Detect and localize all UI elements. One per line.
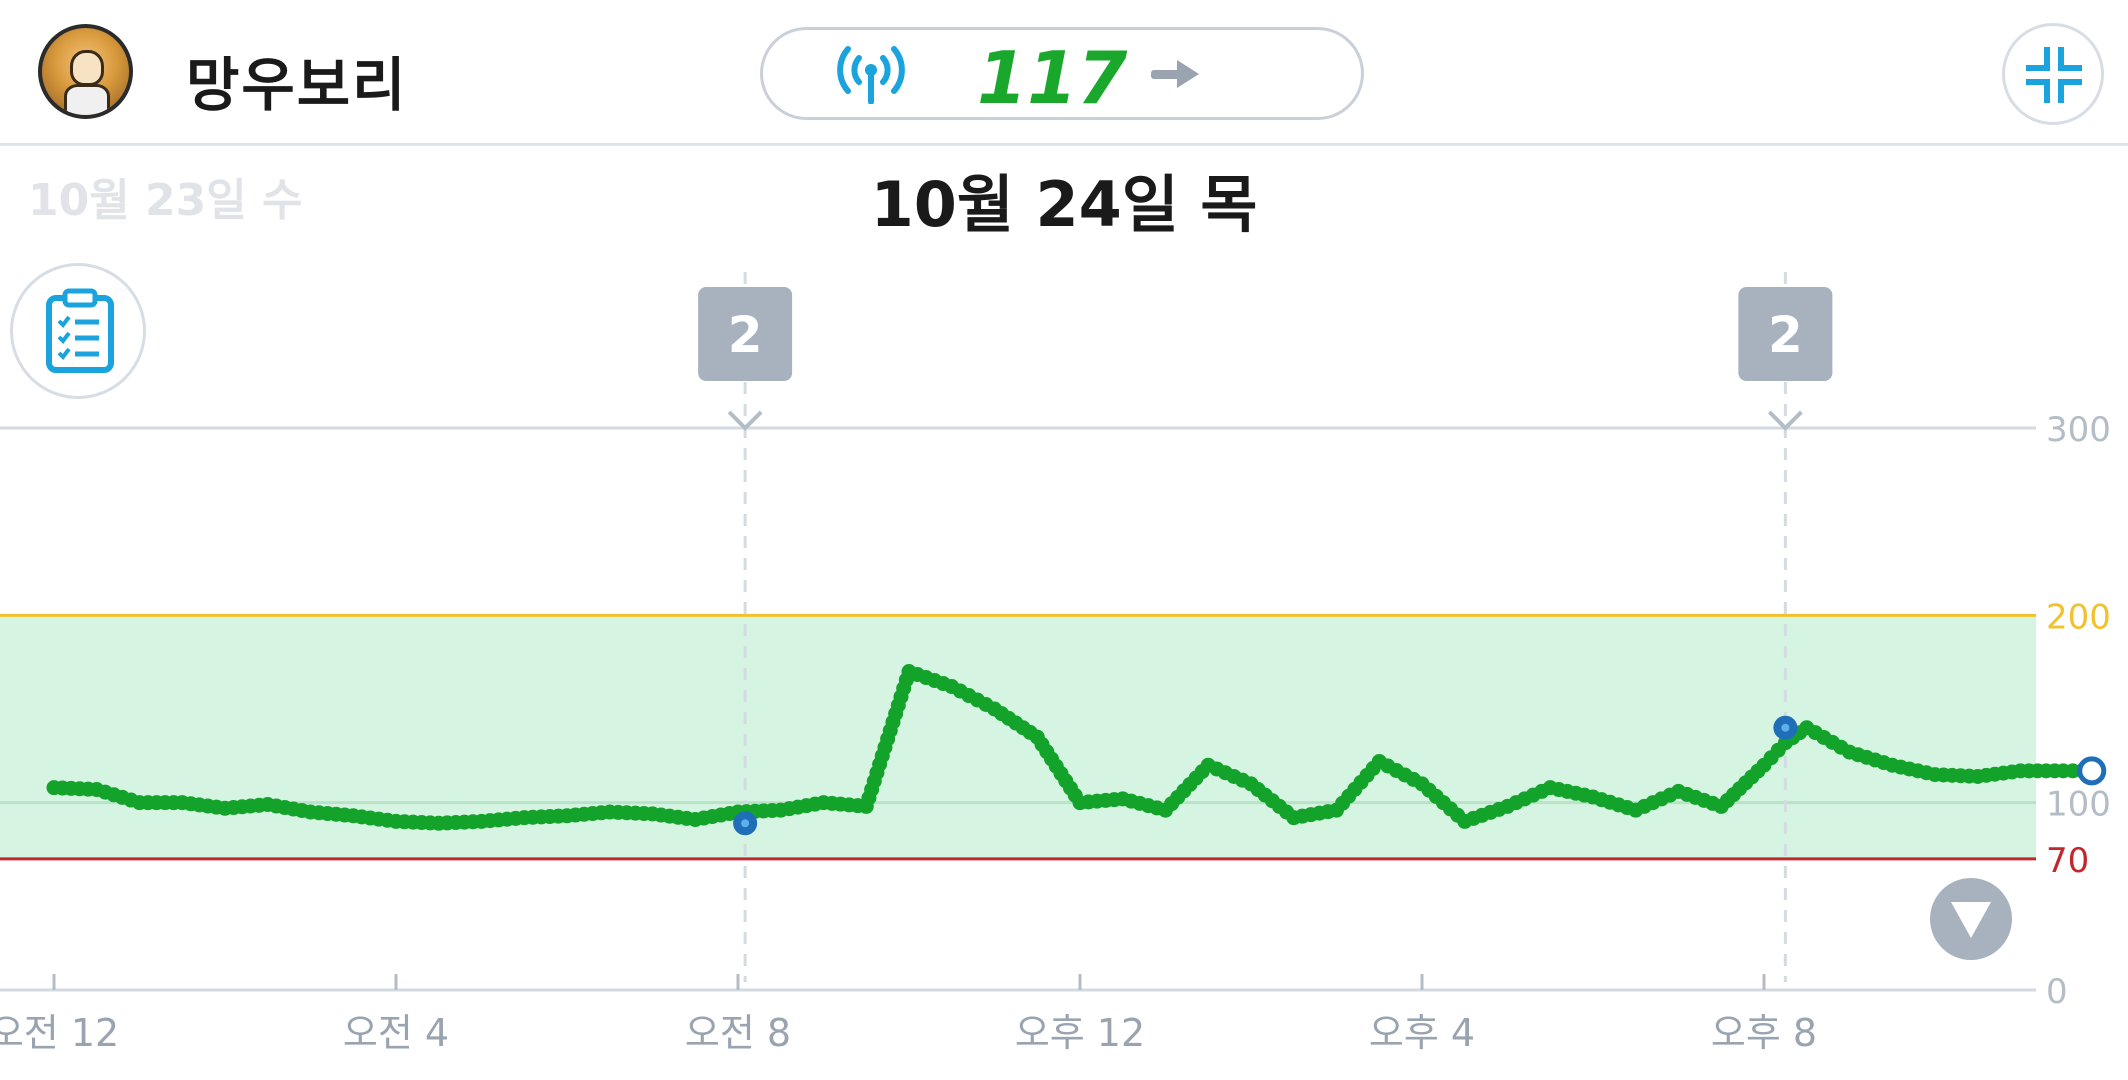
x-tick-label: 오후 12	[1015, 1011, 1145, 1055]
event-badge-label: 2	[728, 306, 763, 364]
event-chevron	[1767, 410, 1803, 431]
current-reading-marker	[2077, 756, 2107, 786]
avatar-face	[70, 50, 104, 86]
event-badge-label: 2	[1768, 306, 1803, 364]
event-badge	[1738, 287, 1833, 381]
current-date-label: 10월 24일 목	[870, 168, 1258, 241]
clipboard-checklist-icon	[46, 288, 114, 373]
target-range-band	[0, 615, 2036, 859]
y-tick-label: 100	[2046, 785, 2111, 825]
scroll-down-button[interactable]	[1930, 878, 2012, 960]
current-reading-value: 117	[977, 36, 1128, 120]
event-reading-marker-dot	[741, 819, 750, 828]
arrow-right-icon	[1151, 60, 1199, 88]
event-chevron	[727, 410, 763, 431]
collapse-button[interactable]	[2002, 23, 2104, 125]
y-tick-label: 300	[2046, 410, 2111, 450]
event-badge	[698, 287, 793, 381]
y-tick-label: 200	[2046, 597, 2111, 637]
avatar[interactable]	[38, 24, 133, 119]
y-tick-label: 0	[2046, 972, 2068, 1012]
y-tick-label: 70	[2046, 841, 2089, 881]
user-name: 망우보리	[186, 51, 408, 119]
signal-broadcast-icon	[837, 46, 905, 104]
avatar-body	[64, 84, 110, 115]
previous-date-label[interactable]: 10월 23일 수	[28, 175, 303, 226]
x-tick-label: 오전 4	[343, 1011, 449, 1055]
collapse-icon	[2026, 47, 2082, 103]
x-tick-label: 오전 8	[685, 1011, 791, 1055]
event-reading-marker-dot	[1781, 723, 1790, 732]
x-tick-label: 오후 4	[1369, 1011, 1475, 1055]
x-tick-label: 오전 12	[0, 1011, 119, 1055]
x-tick-label: 오후 8	[1711, 1011, 1817, 1055]
logbook-button[interactable]	[10, 263, 146, 399]
header-divider	[0, 143, 2128, 146]
chevron-down-icon	[1951, 902, 1991, 938]
current-reading-pill[interactable]: 117	[760, 27, 1364, 120]
